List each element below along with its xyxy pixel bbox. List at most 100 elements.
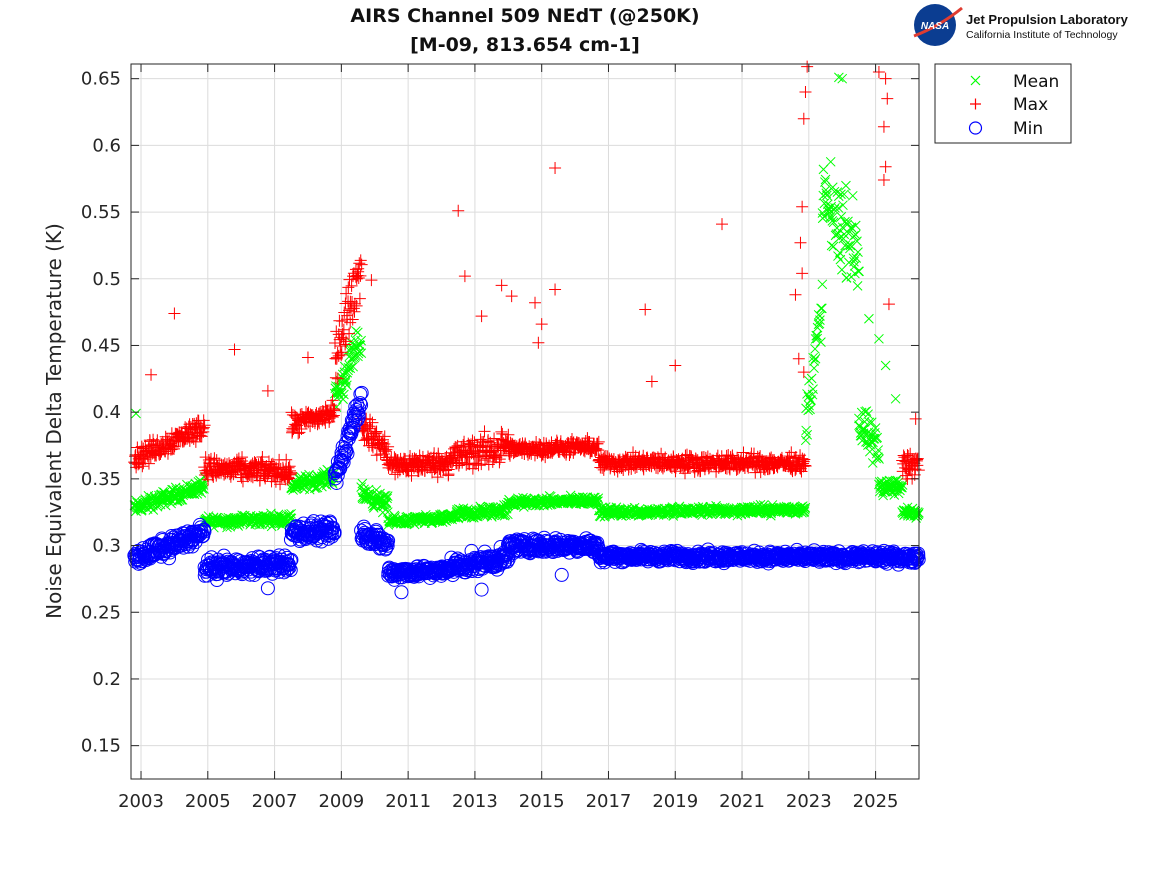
mean-point xyxy=(199,484,209,494)
mean-point xyxy=(810,344,820,354)
mean-point xyxy=(381,497,392,508)
mean-point xyxy=(382,491,393,501)
mean-point xyxy=(847,190,858,201)
x-tick-label: 2019 xyxy=(652,791,698,812)
x-axis-tick-labels: 2003 2005 2007 2009 2011 2013 2015 2017 2019 2021… xyxy=(118,791,898,812)
nasa-swoosh-icon xyxy=(913,6,963,38)
mean-point xyxy=(851,253,862,263)
mean-point xyxy=(336,388,347,399)
mean-point xyxy=(873,445,884,455)
mean-point xyxy=(198,480,209,490)
mean-point xyxy=(814,318,825,329)
mean-point xyxy=(850,229,861,240)
y-tick-label: 0.35 xyxy=(81,469,121,490)
mean-point xyxy=(286,513,297,524)
mean-point xyxy=(852,236,862,247)
mean-point xyxy=(824,207,835,218)
x-tick-label: 2011 xyxy=(385,791,431,812)
mean-point xyxy=(820,174,831,185)
mean-point xyxy=(799,504,810,515)
mean-point xyxy=(502,509,513,520)
mean-point xyxy=(805,404,815,415)
mean-point xyxy=(810,353,821,364)
y-tick-label: 0.3 xyxy=(92,536,121,557)
mean-point xyxy=(356,348,367,359)
mean-point xyxy=(812,330,822,341)
mean-point xyxy=(500,509,511,520)
mean-point xyxy=(816,337,826,347)
mean-point xyxy=(800,502,811,513)
mean-point xyxy=(345,363,356,374)
mean-point xyxy=(809,363,819,374)
mean-point xyxy=(828,217,839,228)
mean-point xyxy=(815,315,825,325)
mean-point xyxy=(853,247,863,257)
mean-point xyxy=(850,220,861,231)
mean-point xyxy=(809,356,820,366)
mean-point xyxy=(819,198,830,209)
mean-point xyxy=(863,409,873,420)
y-axis-label: Noise Equivalent Delta Temperature (K) xyxy=(42,223,66,619)
mean-point xyxy=(849,261,860,271)
y-axis-tick-labels: 0.150.20.250.30.350.40.450.50.550.60.65 xyxy=(81,69,121,757)
mean-point xyxy=(339,389,349,400)
mean-point xyxy=(810,334,821,344)
x-tick-label: 2015 xyxy=(519,791,565,812)
mean-point xyxy=(866,429,877,439)
mean-point xyxy=(273,509,284,520)
mean-point xyxy=(826,240,837,251)
grid xyxy=(131,64,919,779)
mean-point xyxy=(849,231,859,241)
mean-point xyxy=(866,417,877,428)
mean-point xyxy=(342,380,352,391)
mean-point xyxy=(835,254,846,265)
mean-point xyxy=(872,432,883,443)
mean-point xyxy=(348,361,359,372)
mean-point xyxy=(852,281,863,291)
nasa-badge-text: NASA xyxy=(921,21,949,32)
mean-point xyxy=(148,505,159,515)
mean-point xyxy=(848,253,859,263)
mean-point xyxy=(833,203,844,213)
mean-point xyxy=(806,373,817,384)
mean-point xyxy=(333,388,344,398)
chart-title: AIRS Channel 509 NEdT (@250K) xyxy=(350,5,699,27)
y-tick-label: 0.45 xyxy=(81,335,121,356)
mean-point xyxy=(830,202,840,213)
y-tick-label: 0.55 xyxy=(81,202,121,223)
mean-point xyxy=(347,352,358,363)
mean-point xyxy=(356,335,366,346)
mean-point xyxy=(811,330,822,341)
mean-point xyxy=(820,177,830,187)
chart-subtitle: [M-09, 813.654 cm-1] xyxy=(410,34,640,56)
legend-label-max: Max xyxy=(1013,95,1048,115)
mean-point xyxy=(861,406,872,416)
mean-point xyxy=(842,219,852,230)
x-tick-label: 2013 xyxy=(452,791,498,812)
mean-point xyxy=(340,378,351,388)
plot-area xyxy=(131,64,919,779)
y-tick-label: 0.6 xyxy=(92,135,121,156)
mean-point xyxy=(854,266,864,277)
mean-point xyxy=(353,348,364,359)
x-tick-label: 2025 xyxy=(853,791,899,812)
x-tick-label: 2023 xyxy=(786,791,832,812)
mean-point xyxy=(286,508,296,519)
y-tick-label: 0.5 xyxy=(92,269,121,290)
mean-point xyxy=(808,384,818,394)
mean-point xyxy=(870,423,881,433)
mean-point xyxy=(593,496,603,507)
mean-point xyxy=(874,454,884,464)
mean-point xyxy=(822,190,832,201)
mean-point xyxy=(843,216,853,227)
x-tick-label: 2017 xyxy=(586,791,632,812)
mean-point xyxy=(836,211,847,222)
legend-label-min: Min xyxy=(1013,119,1043,139)
mean-point xyxy=(382,493,392,504)
x-tick-label: 2021 xyxy=(719,791,765,812)
data-points xyxy=(127,60,926,600)
mean-point xyxy=(859,424,870,434)
x-tick-label: 2005 xyxy=(185,791,231,812)
mean-point xyxy=(799,506,810,517)
